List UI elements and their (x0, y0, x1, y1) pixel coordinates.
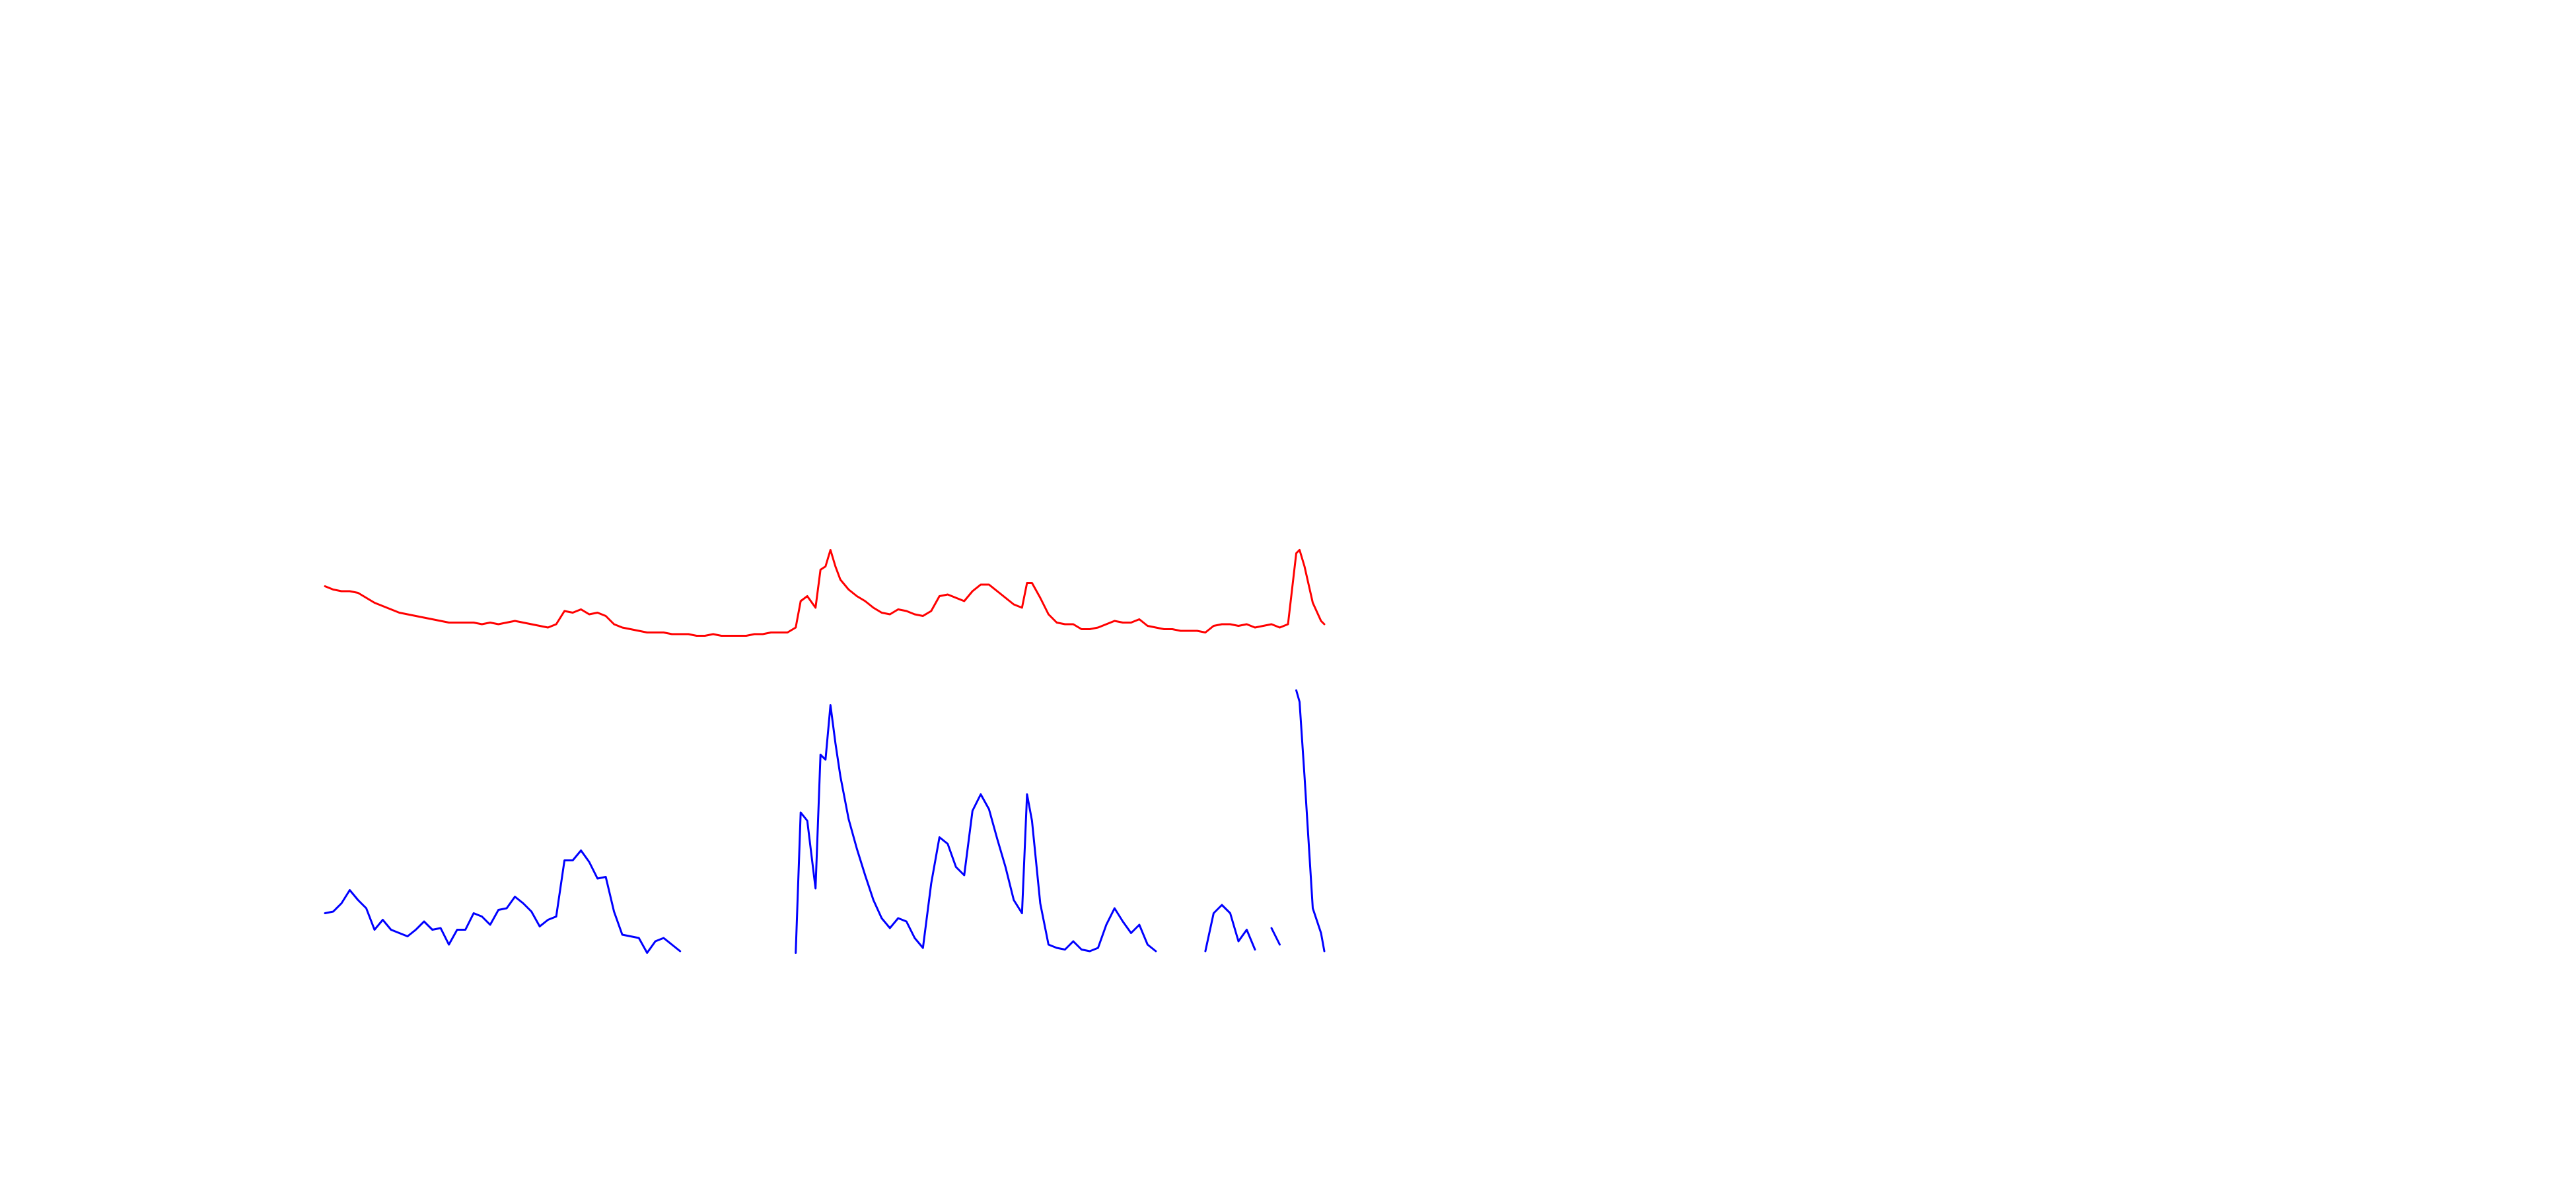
line-series (324, 689, 1326, 954)
line-series (324, 549, 1326, 637)
